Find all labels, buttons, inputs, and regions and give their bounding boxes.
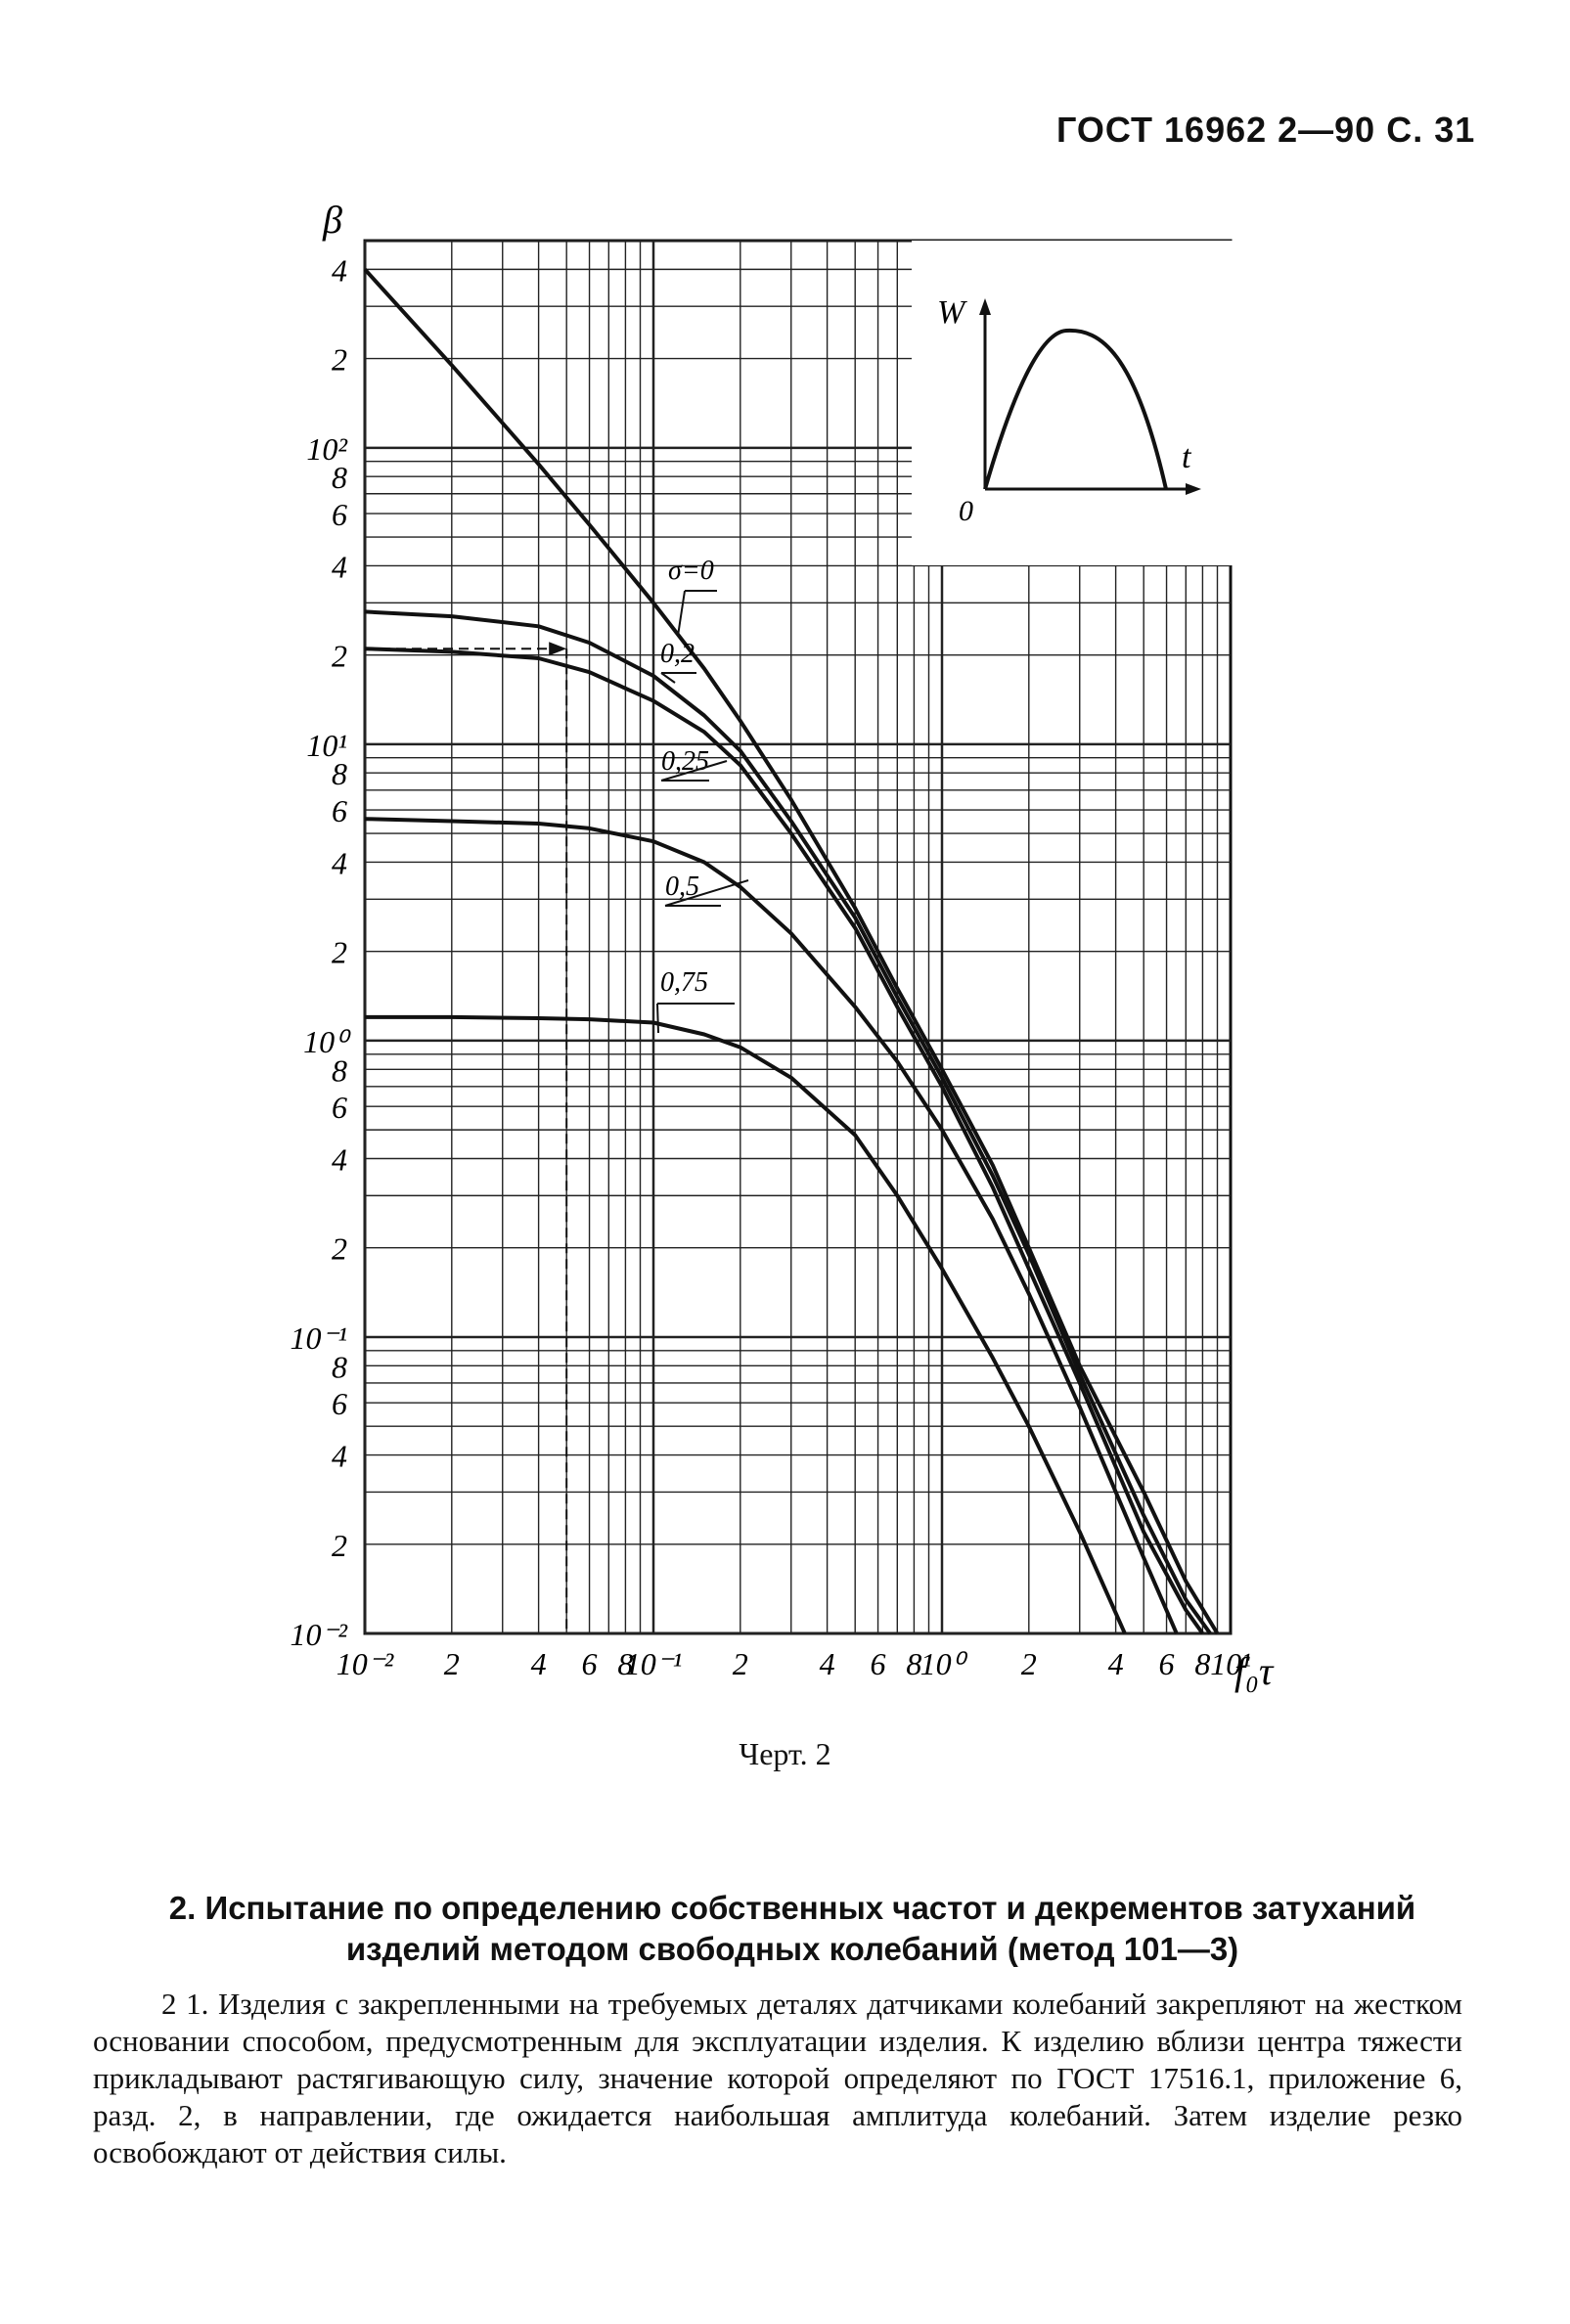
x-tick-label: 2 <box>444 1646 460 1681</box>
inset-x-label: t <box>1182 439 1192 475</box>
x-tick-label: 4 <box>531 1646 547 1681</box>
x-tick-label: 4 <box>1108 1646 1124 1681</box>
inset-pulse-curve <box>983 328 1168 490</box>
y-tick-label: 10⁻¹ <box>291 1320 347 1356</box>
x-tick-label: 10⁻¹ <box>625 1646 682 1681</box>
y-tick-label: 6 <box>332 497 347 532</box>
x-tick-label: 10⁻² <box>336 1646 395 1681</box>
inset-x-arrow <box>1186 483 1201 495</box>
y-tick-label: 4 <box>332 1142 347 1178</box>
y-tick-label: 8 <box>332 756 347 791</box>
section-title: 2. Испытание по определению собственных … <box>168 1890 1416 1967</box>
y-tick-label: 8 <box>332 460 347 495</box>
curve-label-leader <box>656 1003 659 1034</box>
chart-curves <box>363 268 1220 1635</box>
curve-label-0: σ=0 <box>668 556 714 586</box>
y-tick-label: 10⁻² <box>291 1617 349 1652</box>
y-tick-label: 4 <box>332 252 347 288</box>
curve-series-2 <box>364 647 1205 1635</box>
y-tick-label: 10⁰ <box>303 1024 351 1059</box>
y-tick-label: 10¹ <box>306 728 347 763</box>
curve-label-4: 0,75 <box>660 967 708 998</box>
y-tick-label: 10² <box>306 431 348 467</box>
y-tick-label: 8 <box>332 1349 347 1384</box>
x-tick-label: 8 <box>906 1646 921 1681</box>
curve-series-1 <box>364 609 1212 1635</box>
curve-label-leader <box>660 672 676 684</box>
x-tick-label: 6 <box>871 1646 886 1681</box>
chart-grid <box>363 239 1233 1635</box>
curve-label-leader <box>664 879 749 907</box>
curve-series-0 <box>363 268 1220 1635</box>
curve-label-leader <box>677 590 686 637</box>
inset-pulse-diagram: W t 0 <box>912 241 1244 565</box>
y-tick-label: 2 <box>332 639 347 674</box>
x-tick-label: 6 <box>1159 1646 1175 1681</box>
x-tick-label: 8 <box>617 1646 633 1681</box>
inset-y-arrow <box>979 298 991 315</box>
x-tick-label: 4 <box>820 1646 835 1681</box>
y-tick-label: 4 <box>332 1439 347 1474</box>
y-tick-label: 6 <box>332 1386 347 1421</box>
x-tick-label: 2 <box>1021 1646 1037 1681</box>
x-tick-label: 10⁰ <box>920 1646 968 1681</box>
x-tick-label: 6 <box>582 1646 598 1681</box>
y-tick-label: 6 <box>332 1090 347 1125</box>
page-header: ГОСТ 16962 2—90 С. 31 <box>1056 110 1476 150</box>
curve-series-3 <box>364 817 1179 1634</box>
y-tick-label: 6 <box>332 793 347 828</box>
y-tick-label: 2 <box>332 935 347 970</box>
x-axis-label: f₀τ <box>1234 1649 1275 1693</box>
y-tick-label: 4 <box>332 549 347 584</box>
y-axis-label: β <box>322 198 342 242</box>
y-tick-label: 2 <box>332 342 347 378</box>
curve-labels: σ=00,20,250,50,75 <box>365 556 749 1633</box>
y-tick-label: 4 <box>332 845 347 880</box>
body-paragraph: 2 1. Изделия с закрепленными на требуемы… <box>93 1987 1462 2169</box>
curve-series-4 <box>365 1014 1127 1634</box>
y-tick-label: 2 <box>332 1528 347 1563</box>
x-tick-label: 8 <box>1194 1646 1210 1681</box>
curve-label-2: 0,25 <box>661 746 709 777</box>
figure-caption: Черт. 2 <box>739 1736 831 1771</box>
curve-label-1: 0,2 <box>660 639 695 669</box>
x-tick-label: 2 <box>733 1646 748 1681</box>
inset-origin-label: 0 <box>959 495 973 527</box>
x-tick-label: 10¹ <box>1210 1646 1251 1681</box>
curve-label-leader <box>660 760 728 782</box>
y-tick-label: 8 <box>332 1052 347 1088</box>
inset-y-label: W <box>937 294 967 331</box>
y-tick-label: 2 <box>332 1231 347 1267</box>
example-arrow-head <box>549 642 567 656</box>
